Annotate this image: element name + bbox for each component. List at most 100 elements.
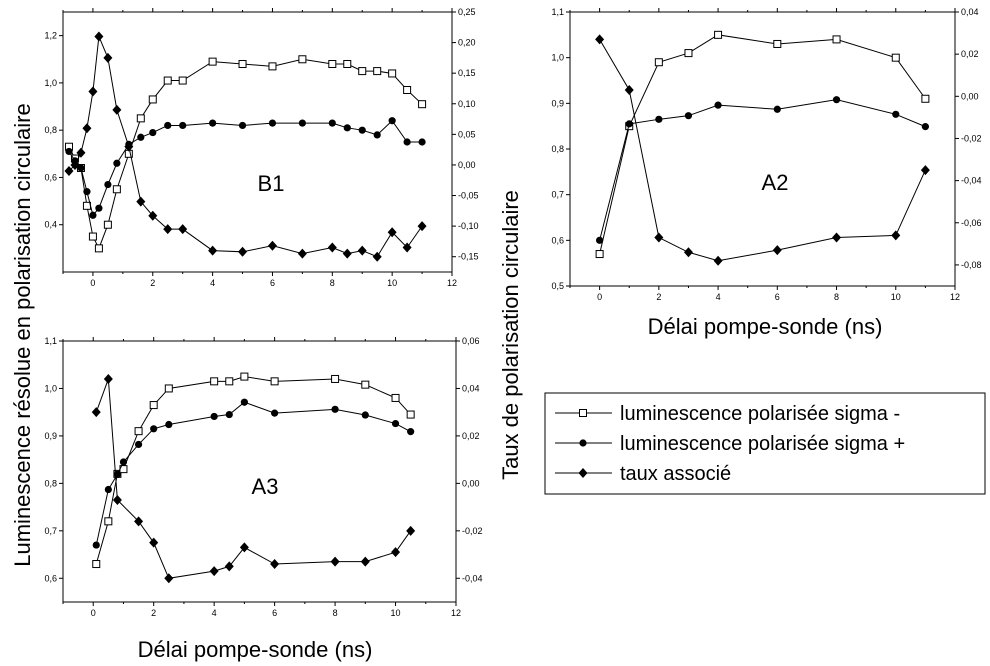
data-point	[178, 224, 188, 235]
y-left-tick-label: 1,0	[551, 53, 564, 63]
data-point	[270, 377, 279, 386]
data-point	[76, 147, 86, 158]
y-right-tick-label: 0,00	[458, 160, 476, 170]
data-point	[104, 517, 113, 526]
x-tick-label: 4	[212, 608, 217, 618]
data-point	[327, 242, 337, 253]
x-tick-label: 0	[91, 608, 96, 618]
data-point	[406, 525, 416, 536]
y-left-tick-label: 0,6	[44, 573, 57, 583]
data-point	[225, 410, 233, 419]
plot-frame	[62, 11, 453, 273]
y-right-tick-label: -0,02	[462, 526, 483, 536]
y-right-tick-label: -0,04	[462, 573, 483, 583]
data-point	[225, 377, 234, 386]
panel-label: A3	[252, 474, 279, 499]
y-left-tick-label: 0,6	[551, 235, 564, 245]
data-point	[268, 119, 277, 127]
data-point	[270, 559, 280, 570]
data-point	[124, 141, 134, 152]
data-point	[95, 204, 103, 212]
legend-item: luminescence polarisée sigma +	[555, 433, 905, 455]
legend-item: luminescence polarisée sigma -	[555, 403, 900, 425]
panel-b1: 0 2 4 6 8 10 12 0,4 0,6 0,8 1,0 1,2 -0,15 -0,10 -0,05 0…	[44, 7, 478, 288]
legend-label: luminescence polarisée sigma -	[620, 403, 900, 425]
data-point	[772, 245, 782, 256]
data-point	[137, 133, 145, 141]
series-open-square	[92, 372, 415, 569]
data-point	[238, 60, 247, 68]
data-point	[103, 373, 113, 384]
data-point	[103, 52, 113, 63]
data-point	[267, 240, 277, 251]
series-open-square	[595, 30, 930, 259]
data-point	[208, 57, 217, 66]
x-tick-label: 2	[150, 278, 155, 288]
data-point	[119, 458, 128, 466]
x-tick-label: 0	[597, 292, 602, 302]
series-filled-diamond	[595, 34, 930, 266]
y-left-tick-label: 0,9	[551, 98, 564, 108]
panel-a2: 0 2 4 6 8 10 12 0,5 0,6 0,7 0,8 0,9 1,0 1,1 -0,08 -0,06…	[551, 7, 981, 302]
data-point	[268, 62, 277, 71]
data-point	[773, 105, 781, 113]
series-line	[95, 376, 412, 565]
data-point	[148, 210, 158, 221]
data-point	[372, 251, 382, 262]
y-right-tick-label: 0,02	[961, 49, 979, 59]
panel-label: B1	[258, 171, 285, 196]
series-filled-diamond	[91, 373, 416, 584]
x-tick-label: 12	[447, 278, 457, 288]
data-point	[920, 165, 930, 176]
data-point	[407, 428, 415, 436]
data-point	[92, 560, 101, 569]
series-line	[95, 378, 412, 579]
y-right-tick-label: -0,02	[961, 133, 982, 143]
data-point	[406, 410, 415, 419]
y-right-tick-label: 0,02	[462, 431, 480, 441]
x-tick-label: 2	[151, 608, 156, 618]
y-left-tick-label: 1,1	[44, 336, 57, 346]
x-tick-label: 8	[333, 608, 338, 618]
data-point	[89, 211, 97, 219]
x-axis-title-top-right: Délai pompe-sonde (ns)	[648, 314, 883, 339]
data-point	[358, 67, 367, 76]
data-point	[104, 180, 112, 189]
y-right-axis-title: Taux de polarisation circulaire	[498, 190, 523, 480]
data-point	[297, 248, 307, 259]
data-point	[65, 147, 73, 156]
data-point	[178, 76, 187, 85]
data-point	[361, 380, 370, 389]
data-point	[418, 138, 426, 146]
x-tick-label: 4	[716, 292, 721, 302]
data-point	[112, 185, 121, 194]
data-point	[298, 55, 307, 64]
data-point	[595, 34, 605, 45]
data-point	[148, 95, 157, 104]
data-point	[624, 84, 634, 95]
data-point	[94, 31, 104, 42]
data-point	[625, 120, 633, 128]
legend-box	[544, 392, 986, 495]
data-point	[654, 232, 664, 243]
data-point	[596, 236, 604, 244]
x-tick-label: 10	[391, 608, 401, 618]
plot-frame	[569, 11, 956, 287]
y-left-tick-label: 0,4	[44, 220, 57, 230]
data-point	[165, 420, 173, 429]
panel-label: A2	[762, 170, 789, 195]
x-tick-label: 2	[656, 292, 661, 302]
legend-marker	[579, 409, 587, 417]
data-point	[330, 556, 340, 567]
data-point	[209, 119, 217, 127]
data-point	[373, 67, 382, 76]
y-left-tick-label: 1,1	[551, 7, 564, 17]
data-point	[391, 393, 400, 402]
data-point	[136, 114, 145, 123]
panel-a3: 0 2 4 6 8 10 12 0,6 0,7 0,8 0,9 1,0 1,1 -0,04 -0,02 0,0…	[44, 336, 482, 618]
legend-label: taux associé	[620, 463, 731, 485]
series-filled-circle	[65, 117, 426, 219]
data-point	[892, 110, 900, 118]
x-tick-label: 8	[834, 292, 839, 302]
